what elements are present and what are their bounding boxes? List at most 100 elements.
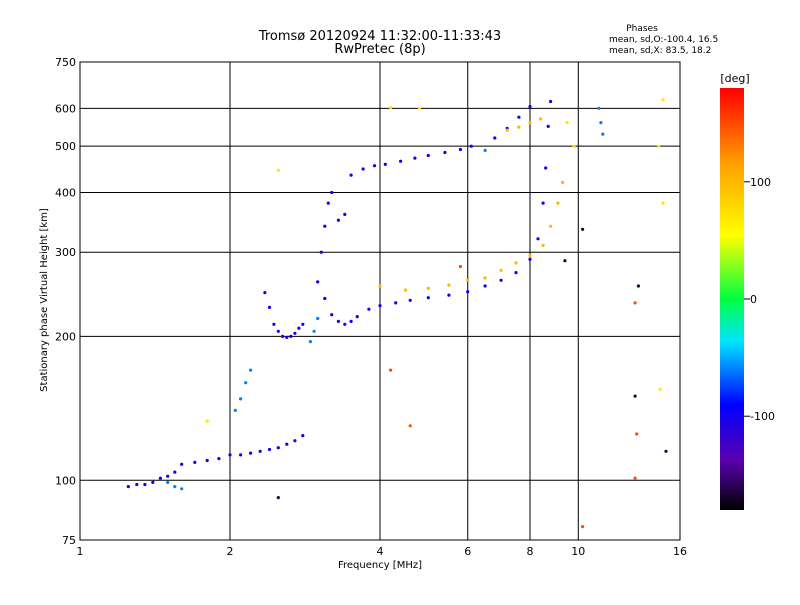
data-point <box>326 201 330 205</box>
data-point <box>601 132 605 136</box>
data-point <box>447 283 451 287</box>
data-point <box>301 434 305 438</box>
data-point <box>493 136 497 140</box>
data-point <box>633 394 637 398</box>
data-point <box>180 462 184 466</box>
data-point <box>233 408 237 412</box>
x-tick-label: 2 <box>227 545 234 558</box>
colorbar-label: [deg] <box>720 72 749 85</box>
data-point <box>239 397 243 401</box>
data-point <box>413 156 417 160</box>
data-point <box>389 106 393 110</box>
data-point <box>447 293 451 297</box>
data-point <box>285 442 289 446</box>
x-tick-label: 6 <box>464 545 471 558</box>
data-point <box>597 106 601 110</box>
data-point <box>319 250 323 254</box>
data-point <box>316 316 320 321</box>
data-point <box>661 98 665 102</box>
data-point <box>336 319 340 323</box>
data-point <box>658 387 662 391</box>
data-point <box>549 99 553 104</box>
data-point <box>289 334 293 338</box>
data-point <box>399 159 403 163</box>
data-point <box>541 201 545 205</box>
data-point <box>549 224 553 228</box>
data-point <box>664 449 668 453</box>
data-point <box>293 331 297 335</box>
data-point <box>378 284 382 288</box>
data-point <box>301 322 305 326</box>
colorbar-tick-label: -100 <box>750 410 775 423</box>
data-point <box>556 201 560 205</box>
data-point <box>158 476 162 480</box>
chart-subtitle: RwPretec (8p) <box>334 42 425 57</box>
data-point <box>193 460 197 464</box>
data-point <box>426 286 430 290</box>
data-point <box>561 180 565 184</box>
data-point <box>635 432 639 436</box>
data-point <box>469 144 473 148</box>
data-point <box>466 290 470 294</box>
data-point <box>408 424 412 428</box>
data-point <box>499 268 503 272</box>
data-point <box>180 487 184 491</box>
legend-line-o: mean, sd,O:-100.4, 16.5 <box>609 35 718 45</box>
grid-lines <box>80 62 680 540</box>
data-point <box>297 326 301 330</box>
y-tick-label: 400 <box>55 186 76 199</box>
axis-ticks: 1 2 4 6 8 10 16 75 100 200 300 400 500 600 750 <box>55 56 687 558</box>
data-point <box>517 125 521 129</box>
data-point <box>517 115 521 119</box>
data-point <box>217 457 221 461</box>
data-point <box>443 150 447 155</box>
data-point <box>349 319 353 323</box>
y-tick-label: 750 <box>55 56 76 69</box>
data-point <box>143 482 147 487</box>
data-point <box>308 340 312 344</box>
data-point <box>599 121 603 125</box>
legend-title: Phases <box>626 24 658 34</box>
data-point <box>389 368 393 372</box>
data-point <box>417 106 422 110</box>
data-point <box>316 280 320 284</box>
data-point <box>343 212 347 216</box>
data-point <box>528 105 532 109</box>
data-point <box>355 315 359 319</box>
data-point <box>151 480 155 484</box>
data-point <box>173 470 177 474</box>
data-point <box>378 304 382 308</box>
data-point <box>536 237 540 241</box>
data-point <box>483 276 487 280</box>
data-point <box>394 301 398 305</box>
data-point <box>239 453 243 457</box>
data-point <box>458 264 462 269</box>
data-point <box>657 144 661 148</box>
data-point <box>173 485 177 489</box>
data-point <box>581 525 585 529</box>
data-point <box>336 218 340 222</box>
data-point <box>372 164 377 168</box>
data-point <box>426 153 430 158</box>
data-point <box>312 329 316 333</box>
data-point <box>276 446 280 450</box>
data-point <box>343 322 347 326</box>
data-point <box>661 201 665 205</box>
data-point <box>499 278 503 282</box>
data-point <box>166 474 170 478</box>
data-point <box>458 147 462 152</box>
data-point <box>403 288 408 292</box>
data-point <box>546 124 550 128</box>
data-point <box>466 278 470 282</box>
colorbar <box>720 88 744 510</box>
data-point <box>565 121 569 125</box>
data-point <box>367 307 371 311</box>
data-point <box>205 458 209 463</box>
chart-title: Tromsø 20120924 11:32:00-11:33:43 <box>258 29 501 44</box>
data-point <box>544 166 548 170</box>
data-point <box>383 162 387 166</box>
data-point <box>293 439 297 443</box>
colorbar-ticks: 100 0 -100 <box>744 176 775 423</box>
data-point <box>539 117 543 121</box>
